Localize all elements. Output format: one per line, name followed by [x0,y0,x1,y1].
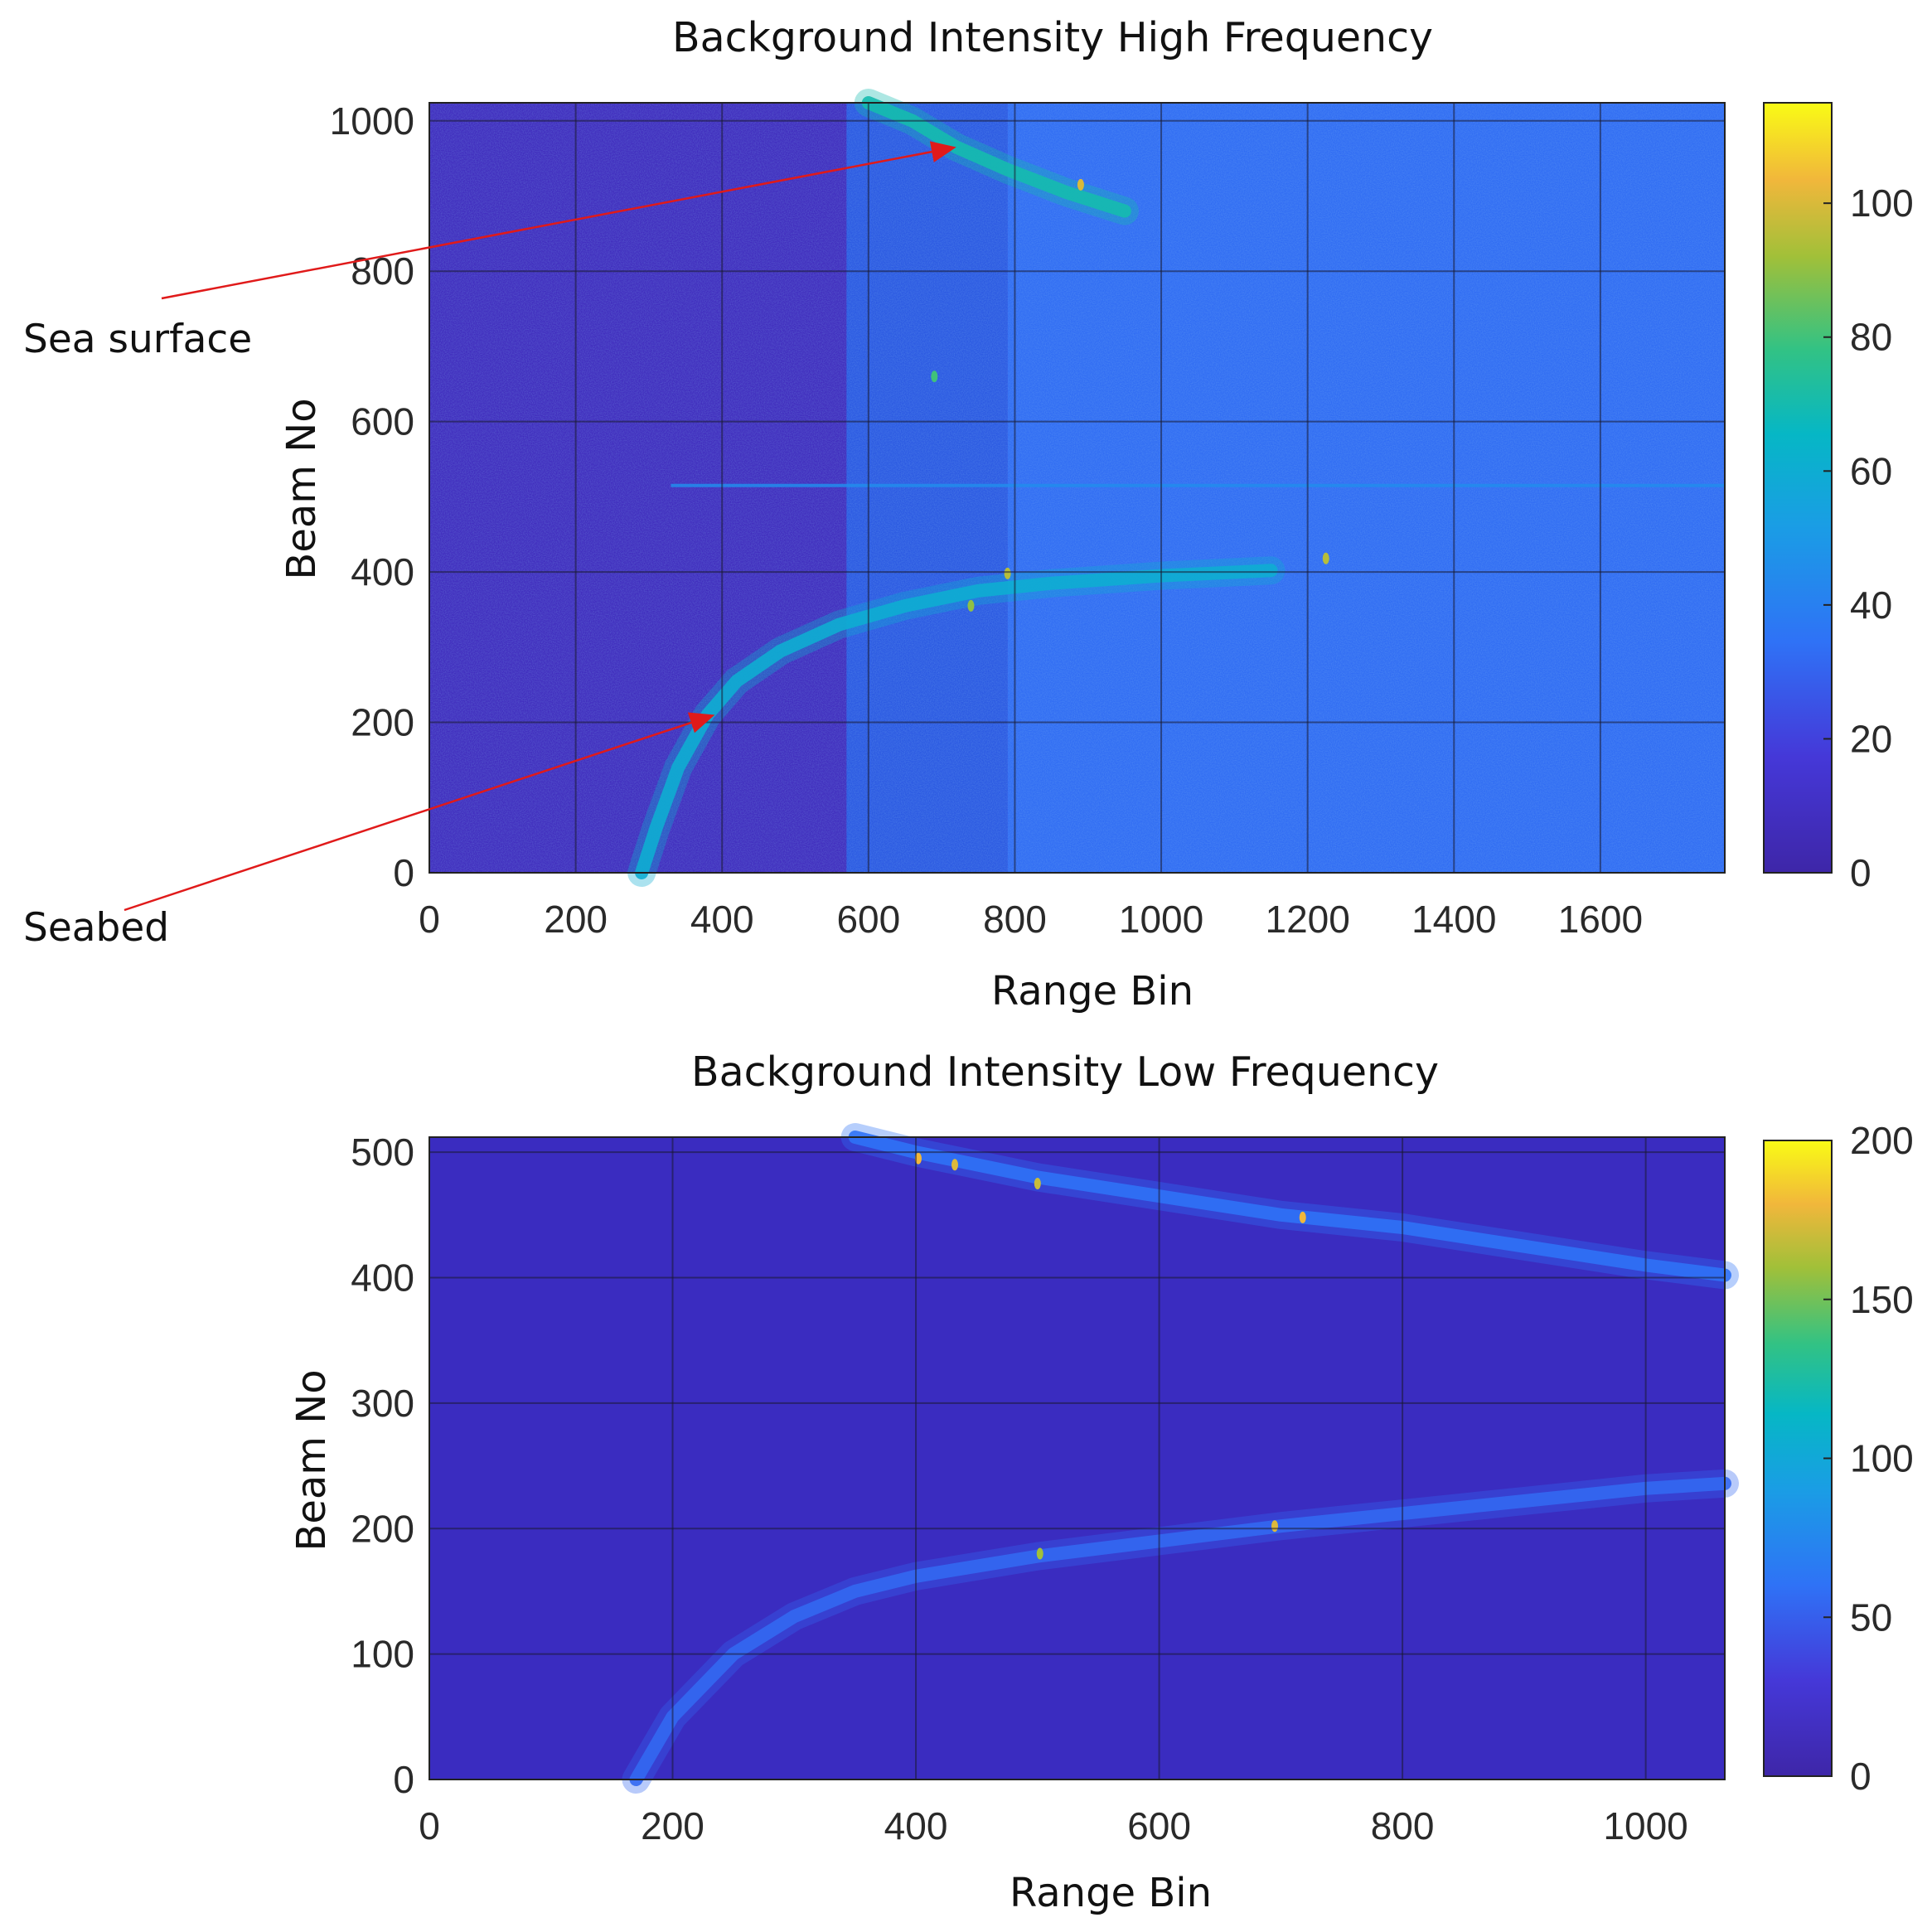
annotation-seabed: Seabed [23,712,715,951]
colorbar-tick-label: 20 [1850,717,1892,760]
heatmap-features [627,89,1725,887]
arrow-line [123,721,692,912]
bright-spot [1004,567,1011,579]
annotation-sea-surface: Sea surface [23,141,956,362]
plot-area [429,89,1726,887]
y-tick-label: 500 [351,1131,414,1174]
bright-spot [1077,178,1084,191]
x-tick-label: 0 [419,1804,440,1847]
heatmap-noise [429,103,1725,873]
x-tick-label: 1400 [1411,898,1496,941]
annotation-label: Sea surface [23,317,252,362]
annotation-label: Seabed [23,905,169,951]
x-tick-label: 1600 [1558,898,1643,941]
x-tick-label: 400 [884,1804,948,1847]
x-tick-label: 600 [1127,1804,1191,1847]
y-tick-label: 100 [351,1633,414,1676]
y-tick-label: 0 [393,1758,414,1801]
y-axis-label: Beam No [278,398,325,579]
chart-title: Background Intensity High Frequency [672,14,1433,61]
x-tick-label: 800 [983,898,1047,941]
x-ticks: 0 200 400 600 800 1000 [419,1804,1688,1847]
arrow-head [929,141,956,162]
colorbar-ticks: 0 50 100 150 200 [1823,1119,1914,1798]
y-tick-label: 1000 [330,99,414,143]
x-tick-label: 200 [641,1804,705,1847]
arrow-line [161,150,932,300]
y-tick-label: 400 [351,550,414,593]
colorbar-tick-label: 200 [1850,1119,1914,1162]
bright-spot [1271,1520,1278,1533]
x-tick-label: 600 [836,898,900,941]
y-tick-label: 200 [351,1507,414,1550]
y-tick-label: 0 [393,851,414,894]
y-tick-label: 300 [351,1382,414,1425]
x-tick-label: 1000 [1119,898,1203,941]
chart-title: Background Intensity Low Frequency [691,1048,1439,1096]
x-tick-label: 0 [419,898,440,941]
bright-spot [1299,1211,1306,1223]
x-tick-label: 200 [544,898,608,941]
plot-area [429,1123,1739,1794]
chart-high-frequency: Background Intensity High Frequency 0 200… [23,14,1914,1014]
grid [429,103,1725,873]
colorbar-tick-label: 80 [1850,316,1892,359]
colorbar-tick-label: 0 [1850,1755,1871,1798]
colorbar-ticks: 0 20 40 60 80 100 [1823,182,1914,894]
colorbar-tick-label: 40 [1850,583,1892,627]
colorbar-tick-label: 100 [1850,182,1914,225]
x-axis-label: Range Bin [1010,1870,1212,1916]
bright-spot [1034,1178,1041,1190]
colorbar-gradient [1763,102,1833,874]
chart-low-frequency: Background Intensity Low Frequency 0 200 4… [288,1048,1914,1916]
colorbar-tick-label: 0 [1850,851,1871,894]
colorbar-tick-label: 150 [1850,1278,1914,1321]
sea-surface_curve [861,96,1131,218]
y-tick-label: 400 [351,1257,414,1300]
y-tick-label: 600 [351,400,414,443]
x-tick-label: 400 [690,898,754,941]
bright-spot [1322,552,1329,564]
colorbar-tick-label: 100 [1850,1437,1914,1480]
y-tick-label: 200 [351,701,414,744]
grid [429,1137,1725,1779]
y-axis-label: Beam No [288,1369,335,1551]
plot-frame [429,1136,1726,1780]
colorbar: 0 20 40 60 80 100 [1763,102,1914,894]
x-tick-label: 1200 [1265,898,1349,941]
bright-spot [951,1159,959,1171]
seabed-curve [635,564,1278,879]
x-axis-label: Range Bin [991,968,1194,1014]
x-ticks: 0 200 400 600 800 1000 1200 1400 1600 [419,898,1643,941]
colorbar-gradient [1763,1140,1833,1777]
x-tick-label: 800 [1371,1804,1435,1847]
bright-spot [931,370,938,383]
y-ticks: 0 100 200 300 400 500 [351,1131,414,1801]
x-tick-label: 1000 [1603,1804,1687,1847]
bright-spot [967,599,975,612]
bright-spot [1036,1547,1043,1560]
plot-frame [429,102,1726,874]
colorbar-tick-label: 60 [1850,449,1892,492]
colorbar-tick-label: 50 [1850,1595,1892,1639]
arrow-head [687,712,715,734]
colorbar: 0 50 100 150 200 [1763,1119,1914,1798]
